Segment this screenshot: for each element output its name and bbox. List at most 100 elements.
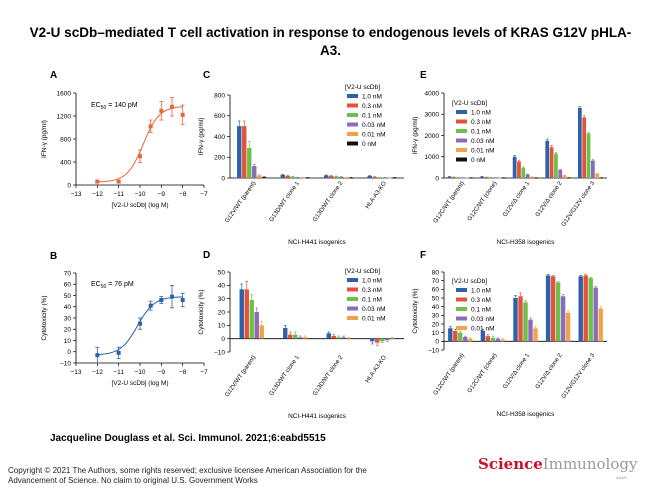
category-label: G12V/WT (parent) — [224, 181, 257, 225]
bar — [456, 177, 460, 179]
y-axis-label: IFN-γ (pg/ml) — [412, 117, 419, 155]
x-axis-label: NCI-H358 isogenics — [497, 239, 556, 246]
x-tick-label: −7 — [200, 191, 208, 198]
bar — [242, 126, 247, 178]
citation: Jacqueline Douglass et al. Sci. Immunol.… — [50, 433, 326, 444]
y-tick-label: 20 — [218, 309, 226, 316]
logo-science-text: Science — [478, 455, 543, 473]
bar — [528, 319, 533, 342]
bar — [262, 177, 267, 178]
y-axis-label: IFN-γ (pg/ml) — [41, 120, 48, 158]
y-tick-label: 60 — [432, 287, 440, 294]
data-point — [148, 303, 153, 308]
bar — [591, 160, 595, 178]
science-immunology-logo[interactable]: ScienceImmunology — [478, 455, 637, 473]
legend-entry: 0.03 nM — [362, 122, 386, 129]
category-label: G12C/WT (parent) — [433, 181, 466, 225]
x-tick-label: −13 — [70, 369, 81, 376]
legend-swatch — [456, 157, 467, 162]
bar — [298, 337, 303, 339]
bar — [549, 147, 554, 178]
annotation-ec50: EC50 = 76 pM — [91, 281, 134, 290]
bar — [447, 176, 452, 178]
bar — [295, 177, 300, 179]
bar — [463, 337, 468, 342]
y-tick-label: 600 — [214, 113, 225, 120]
category-label: G13D/WT clone 2 — [312, 354, 345, 397]
y-tick-label: 30 — [64, 315, 72, 322]
panel-label: D — [203, 250, 210, 261]
y-tick-label: 30 — [432, 313, 440, 320]
panel-b: B −10 0 10 20 30 40 50 60 70 −13 −12 −11 −10 −9 −8 −7 [V2… — [41, 251, 208, 387]
panel-label: F — [420, 250, 426, 261]
bar — [593, 287, 598, 342]
bar — [305, 177, 310, 179]
bar — [239, 289, 244, 339]
legend-entry: 0 nM — [471, 157, 485, 164]
bar — [283, 328, 288, 339]
x-axis-label: [V2-U scDb] (log M) — [111, 380, 168, 387]
panel-label: E — [420, 70, 427, 81]
category-label: G12V/Δ clone 2 — [535, 180, 564, 218]
y-tick-label: 30 — [218, 296, 226, 303]
category-label: G13D/WT clone 1 — [269, 180, 302, 223]
y-tick-label: 70 — [64, 270, 72, 277]
bar — [367, 175, 372, 178]
x-axis-label: [V2-U scDb] (log M) — [111, 202, 168, 209]
y-tick-label: 80 — [432, 269, 440, 276]
legend-swatch — [347, 103, 358, 108]
panel-label: A — [50, 70, 57, 81]
x-axis-label: NCI-H441 isogenics — [288, 239, 347, 246]
fit-curve — [97, 106, 183, 183]
y-tick-label: 60 — [64, 282, 72, 289]
bar — [303, 337, 308, 339]
y-tick-label: 400 — [60, 159, 71, 166]
x-tick-label: −10 — [134, 191, 145, 198]
category-label: G12V/G12V clone 3 — [561, 352, 597, 400]
bar — [550, 276, 556, 342]
annotation-ec50: EC50 = 140 pM — [91, 102, 138, 111]
y-axis-label: IFN-γ (pg/ml) — [198, 118, 205, 156]
y-tick-label: 10 — [218, 323, 226, 330]
category-label: G12V/Δ clone 1 — [502, 180, 531, 218]
y-tick-label: −10 — [60, 360, 71, 367]
legend-swatch — [456, 148, 467, 152]
bar — [280, 174, 285, 178]
bar — [586, 133, 591, 178]
x-tick-label: −7 — [200, 369, 208, 376]
bar — [346, 338, 351, 340]
bar — [448, 328, 453, 342]
legend-swatch — [456, 119, 467, 124]
bar — [518, 296, 523, 342]
x-tick-label: −10 — [134, 369, 145, 376]
legend-swatch — [456, 326, 467, 330]
bar — [339, 176, 344, 178]
bar — [324, 175, 329, 178]
data-point — [180, 112, 185, 117]
y-tick-label: 200 — [214, 155, 225, 162]
y-tick-label: 0 — [435, 175, 439, 182]
y-tick-label: 20 — [64, 327, 72, 334]
category-label: G12V/Δ clone 1 — [502, 352, 531, 390]
y-tick-label: −10 — [214, 349, 225, 356]
y-tick-label: 3000 — [425, 112, 440, 119]
y-tick-label: 0 — [435, 339, 439, 346]
legend-title: [V2-U scDb] — [452, 100, 487, 107]
data-point — [95, 353, 100, 358]
legend-entry: 0.03 nM — [362, 306, 386, 313]
x-tick-label: −9 — [158, 191, 166, 198]
bar — [390, 338, 395, 340]
y-tick-label: 10 — [432, 330, 440, 337]
bar — [480, 330, 486, 342]
y-tick-label: 400 — [214, 134, 225, 141]
y-tick-label: 10 — [64, 338, 72, 345]
bar — [382, 177, 387, 179]
legend-entry: 0.3 nM — [362, 103, 382, 110]
bar — [336, 337, 341, 339]
bar — [370, 338, 375, 342]
bar — [582, 117, 587, 178]
bar — [484, 177, 489, 178]
data-point — [95, 179, 100, 184]
